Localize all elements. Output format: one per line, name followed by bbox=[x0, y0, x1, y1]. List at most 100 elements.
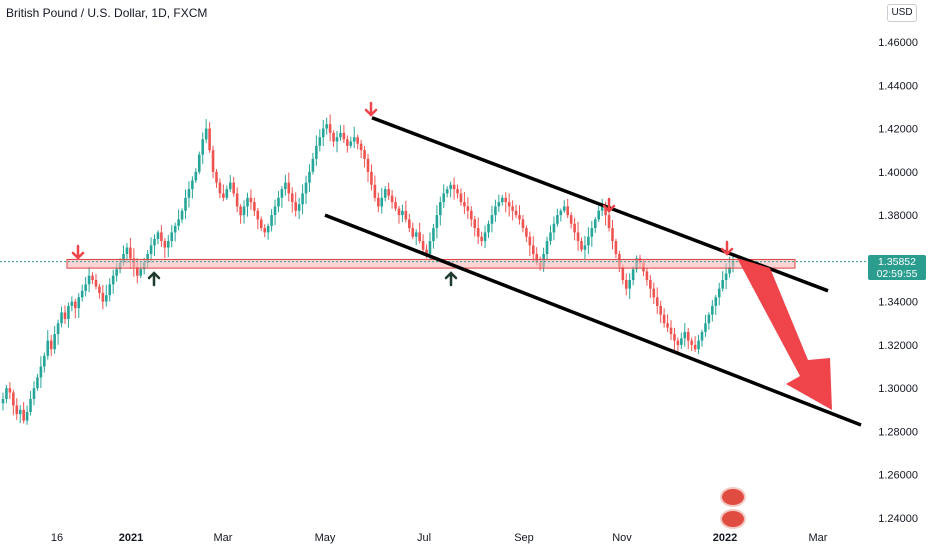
candle-body bbox=[201, 139, 205, 155]
candle-body bbox=[645, 271, 649, 280]
x-tick-label: Mar bbox=[214, 532, 233, 544]
economic-events-icon[interactable] bbox=[720, 487, 748, 529]
candle-body bbox=[470, 210, 473, 220]
support-zone bbox=[66, 258, 796, 269]
x-tick-label: Nov bbox=[612, 532, 632, 544]
candle-body bbox=[228, 182, 232, 190]
candle-body bbox=[325, 124, 328, 129]
candle-body bbox=[8, 388, 12, 393]
candle-body bbox=[494, 206, 497, 216]
candle-body bbox=[235, 193, 239, 207]
candle-body bbox=[153, 238, 156, 246]
candle-body bbox=[549, 232, 552, 242]
candle-body bbox=[497, 202, 501, 207]
candle-body bbox=[390, 195, 394, 203]
candle-body bbox=[449, 184, 452, 190]
candle-body bbox=[39, 366, 43, 378]
candle-body bbox=[25, 411, 29, 421]
candle-body bbox=[480, 236, 483, 242]
candle-body bbox=[697, 340, 700, 350]
candle-body bbox=[607, 215, 611, 229]
candle-body bbox=[225, 189, 229, 198]
flag-icon-gb[interactable] bbox=[720, 487, 746, 507]
candle-body bbox=[91, 275, 94, 280]
candle-body bbox=[5, 388, 8, 399]
candle-body bbox=[101, 292, 105, 302]
candle-body bbox=[662, 314, 666, 324]
y-tick-label: 1.46000 bbox=[878, 37, 918, 49]
candle-body bbox=[304, 182, 308, 194]
candle-body bbox=[321, 128, 325, 138]
candle-body bbox=[552, 223, 556, 233]
candle-body bbox=[49, 340, 53, 350]
candle-body bbox=[721, 280, 724, 289]
x-tick-label: 2021 bbox=[119, 532, 143, 544]
y-tick-label: 1.28000 bbox=[878, 426, 918, 438]
y-tick-label: 1.40000 bbox=[878, 167, 918, 179]
candle-body bbox=[308, 171, 311, 183]
candle-body bbox=[377, 197, 380, 207]
candle-body bbox=[342, 132, 346, 140]
candle-body bbox=[125, 247, 129, 255]
candle-body bbox=[122, 254, 125, 263]
candle-body bbox=[525, 228, 528, 237]
candle-body bbox=[593, 219, 597, 229]
candle-body bbox=[332, 132, 335, 142]
candle-body bbox=[12, 392, 15, 406]
candle-body bbox=[146, 254, 149, 263]
candle-body bbox=[208, 128, 211, 151]
candle-body bbox=[256, 210, 260, 220]
candle-body bbox=[704, 323, 707, 332]
candle-body bbox=[562, 206, 566, 211]
candle-body bbox=[614, 241, 618, 255]
candle-body bbox=[253, 202, 256, 211]
candle-body bbox=[693, 344, 697, 350]
candle-body bbox=[528, 236, 532, 246]
candle-body bbox=[177, 219, 180, 226]
candle-body bbox=[60, 312, 63, 324]
candle-body bbox=[297, 204, 301, 211]
candle-body bbox=[363, 150, 366, 159]
candle-body bbox=[435, 215, 439, 229]
candle-body bbox=[259, 219, 263, 229]
candle-body bbox=[432, 228, 435, 242]
candle-body bbox=[94, 280, 98, 287]
candle-body bbox=[401, 210, 404, 216]
down-arrow-marker bbox=[364, 101, 378, 117]
up-arrow-marker bbox=[147, 271, 161, 287]
candle-body bbox=[428, 241, 432, 255]
candle-body bbox=[170, 232, 174, 242]
candle-body bbox=[531, 245, 535, 255]
candle-body bbox=[590, 228, 594, 237]
candle-body bbox=[22, 409, 25, 421]
candle-body bbox=[655, 297, 659, 306]
x-tick-label: Jul bbox=[417, 532, 431, 544]
candle-body bbox=[273, 206, 277, 216]
candle-body bbox=[70, 301, 74, 306]
candle-body bbox=[463, 202, 466, 207]
candle-body bbox=[187, 189, 191, 198]
candle-body bbox=[545, 241, 549, 255]
candle-body bbox=[249, 197, 253, 203]
candle-body bbox=[46, 340, 50, 356]
down-arrow-marker bbox=[71, 244, 85, 260]
candle-body bbox=[18, 409, 22, 415]
candle-body bbox=[315, 145, 318, 159]
candle-body bbox=[290, 193, 294, 203]
candle-body bbox=[514, 210, 518, 216]
last-price-tag: 1.35852 02:59:55 bbox=[868, 255, 926, 280]
candle-body bbox=[266, 225, 270, 233]
candle-body bbox=[659, 305, 662, 315]
candle-body bbox=[1, 399, 5, 404]
candle-body bbox=[366, 158, 370, 172]
candle-body bbox=[80, 290, 84, 298]
currency-button[interactable]: USD bbox=[887, 4, 917, 22]
x-tick-label: Sep bbox=[514, 532, 534, 544]
y-tick-label: 1.34000 bbox=[878, 297, 918, 309]
last-price-value: 1.35852 bbox=[878, 256, 916, 268]
candle-body bbox=[105, 295, 108, 302]
candle-body bbox=[173, 225, 177, 233]
flag-icon-us[interactable] bbox=[720, 509, 746, 529]
candle-body bbox=[404, 210, 408, 220]
